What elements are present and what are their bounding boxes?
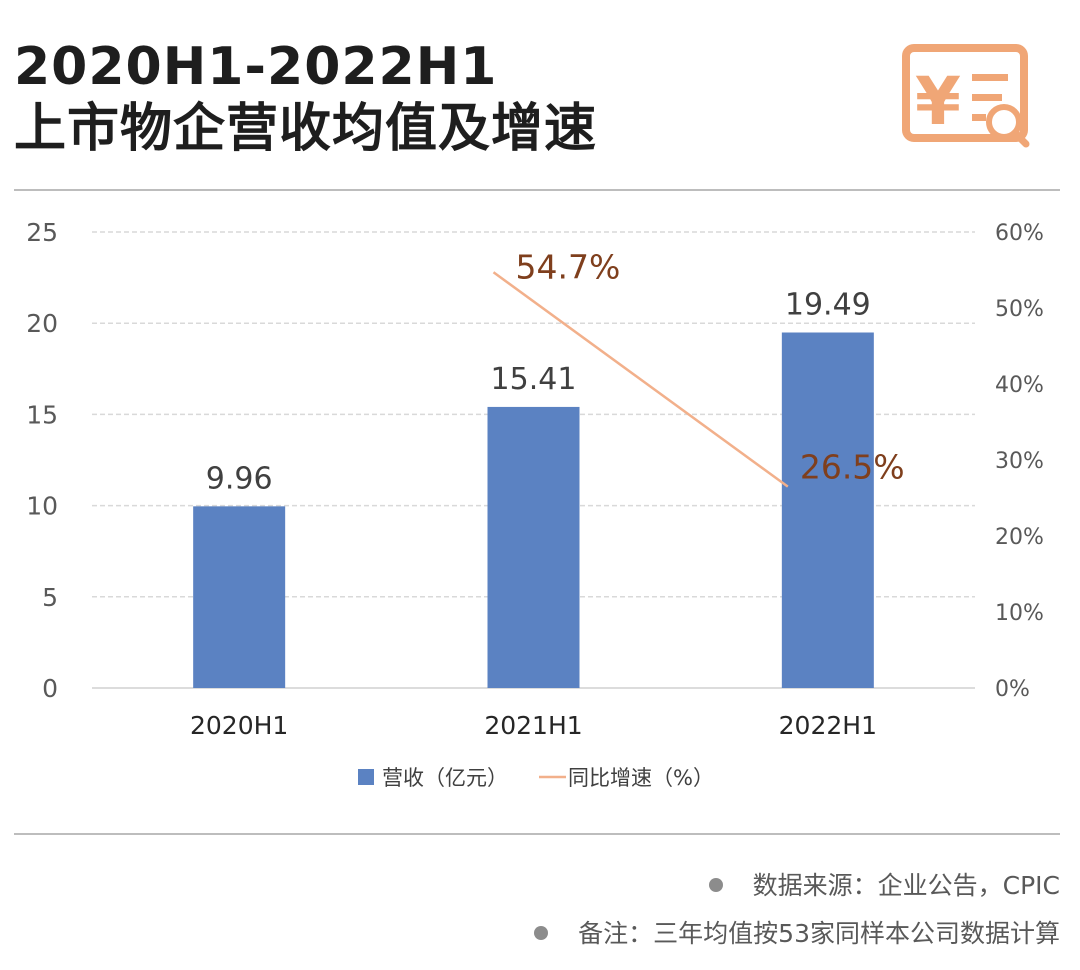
legend-swatch-revenue bbox=[358, 769, 374, 785]
y-left-tick-label: 15 bbox=[26, 400, 58, 429]
header-divider bbox=[14, 189, 1060, 191]
source-note-text: 数据来源：企业公告，CPIC bbox=[752, 871, 1060, 900]
page-title-line2: 上市物企营收均值及增速 bbox=[14, 99, 598, 159]
x-tick-label: 2021H1 bbox=[484, 711, 582, 740]
bar bbox=[487, 406, 580, 688]
bar-value-label: 9.96 bbox=[206, 461, 273, 496]
growth-data-label: 26.5% bbox=[800, 448, 905, 487]
y-right-tick-label: 0% bbox=[995, 677, 1030, 702]
legend-label-revenue: 营收（亿元） bbox=[382, 766, 508, 790]
y-right-tick-label: 20% bbox=[995, 525, 1044, 550]
footer-divider bbox=[14, 833, 1060, 835]
y-right-tick-label: 30% bbox=[995, 449, 1044, 474]
growth-series-line bbox=[492, 271, 789, 488]
bar-value-label: 15.41 bbox=[491, 362, 577, 397]
y-left-tick-label: 20 bbox=[26, 309, 58, 338]
y-left-tick-label: 25 bbox=[26, 218, 58, 247]
growth-data-label: 54.7% bbox=[516, 247, 621, 286]
notes: 数据来源：企业公告，CPIC 备注：三年均值按53家同样本公司数据计算 bbox=[534, 862, 1060, 958]
source-note: 数据来源：企业公告，CPIC bbox=[534, 862, 1060, 910]
y-left-tick-label: 10 bbox=[26, 492, 58, 521]
remark-note: 备注：三年均值按53家同样本公司数据计算 bbox=[534, 910, 1060, 958]
invoice-search-icon: ¥ bbox=[902, 44, 1030, 148]
y-right-tick-label: 10% bbox=[995, 601, 1044, 626]
y-right-tick-label: 60% bbox=[995, 221, 1044, 246]
revenue-growth-chart: 0 5 10 15 20 25 0% 10% 20% 30% 40% 50% 60% 9.96 15.41 1… bbox=[26, 218, 1044, 790]
y-right-tick-label: 50% bbox=[995, 297, 1044, 322]
bullet-dot-icon bbox=[534, 926, 549, 940]
bullet-dot-icon bbox=[708, 878, 723, 892]
title-block: 2020H1-2022H1 上市物企营收均值及增速 bbox=[14, 36, 597, 160]
y-left-tick-label: 5 bbox=[42, 583, 58, 612]
page-title-line1: 2020H1-2022H1 bbox=[14, 37, 498, 97]
x-tick-label: 2022H1 bbox=[779, 711, 877, 740]
y-right-tick-label: 40% bbox=[995, 373, 1044, 398]
bar bbox=[781, 332, 874, 688]
remark-note-text: 备注：三年均值按53家同样本公司数据计算 bbox=[578, 919, 1060, 948]
yen-glyph: ¥ bbox=[915, 63, 961, 140]
bar-value-label: 19.49 bbox=[785, 288, 871, 323]
bar bbox=[193, 506, 286, 688]
x-tick-label: 2020H1 bbox=[190, 711, 288, 740]
legend-label-growth: 同比增速（%） bbox=[568, 766, 714, 790]
y-left-tick-label: 0 bbox=[42, 674, 58, 703]
